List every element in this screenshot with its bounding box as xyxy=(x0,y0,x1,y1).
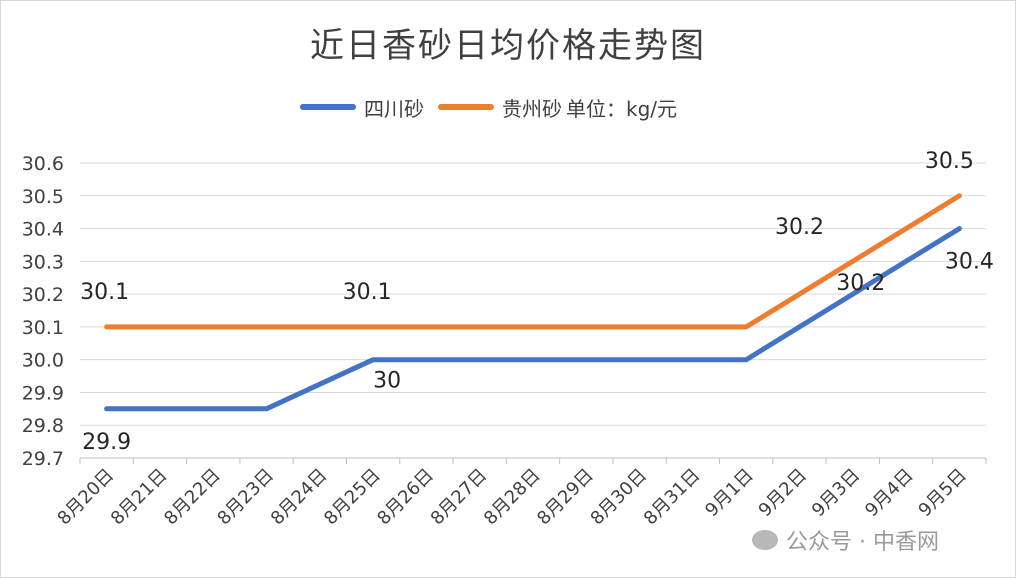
x-tick-label: 9月1日 xyxy=(701,465,758,522)
series-line-guizhou xyxy=(104,193,962,330)
x-tick-label: 8月27日 xyxy=(427,465,492,530)
watermark-text: 公众号 · 中香网 xyxy=(786,530,939,555)
x-tick-label: 8月21日 xyxy=(107,465,172,530)
data-label: 30.1 xyxy=(80,280,129,305)
legend-unit-note: 单位：kg/元 xyxy=(566,96,678,121)
y-tick-label: 30.0 xyxy=(22,350,64,372)
y-tick-label: 30.5 xyxy=(22,186,64,208)
legend-label-sichuan: 四川砂 xyxy=(364,96,424,121)
x-tick-label: 8月24日 xyxy=(267,465,332,530)
data-label: 30.5 xyxy=(925,149,974,174)
data-label: 30.1 xyxy=(343,280,392,305)
legend-label-guizhou: 贵州砂 xyxy=(502,96,562,121)
series-line-sichuan xyxy=(104,226,962,412)
data-label: 30.2 xyxy=(775,215,824,240)
x-tick-label: 8月23日 xyxy=(213,465,278,530)
watermark: 公众号 · 中香网 xyxy=(752,524,939,556)
y-tick-label: 30.3 xyxy=(22,251,64,273)
data-label: 30.2 xyxy=(836,271,885,296)
x-tick-label: 8月26日 xyxy=(373,465,438,530)
x-tick-label: 8月22日 xyxy=(160,465,225,530)
x-tick-label: 9月2日 xyxy=(755,465,812,522)
y-tick-label: 30.2 xyxy=(22,284,64,306)
x-tick-label: 8月30日 xyxy=(587,465,652,530)
y-tick-label: 30.1 xyxy=(22,317,64,339)
legend-item-sichuan: 四川砂 xyxy=(300,93,424,122)
y-tick-label: 29.9 xyxy=(22,382,64,404)
x-tick-label: 8月20日 xyxy=(54,465,119,530)
data-label: 29.9 xyxy=(82,430,131,455)
y-tick-label: 29.7 xyxy=(22,448,64,470)
data-label: 30.4 xyxy=(945,250,994,275)
y-tick-label: 30.4 xyxy=(22,219,64,241)
legend-swatch-sichuan xyxy=(300,104,356,110)
legend-swatch-guizhou xyxy=(438,104,494,110)
y-tick-label: 29.8 xyxy=(22,415,64,437)
x-tick-label: 8月28日 xyxy=(480,465,545,530)
x-tick-label: 9月4日 xyxy=(861,465,918,522)
x-tick-label: 8月29日 xyxy=(533,465,598,530)
data-label: 30 xyxy=(373,369,401,394)
x-tick-label: 9月5日 xyxy=(914,465,971,522)
chart-title: 近日香砂日均价格走势图 xyxy=(310,26,706,66)
legend-item-guizhou: 贵州砂 单位：kg/元 xyxy=(438,93,677,122)
legend: 四川砂 贵州砂 单位：kg/元 xyxy=(300,92,691,122)
wechat-icon xyxy=(752,530,778,550)
x-tick-label: 9月3日 xyxy=(808,465,865,522)
x-tick-label: 8月31日 xyxy=(640,465,705,530)
x-tick-label: 8月25日 xyxy=(320,465,385,530)
y-tick-label: 30.6 xyxy=(22,153,64,175)
